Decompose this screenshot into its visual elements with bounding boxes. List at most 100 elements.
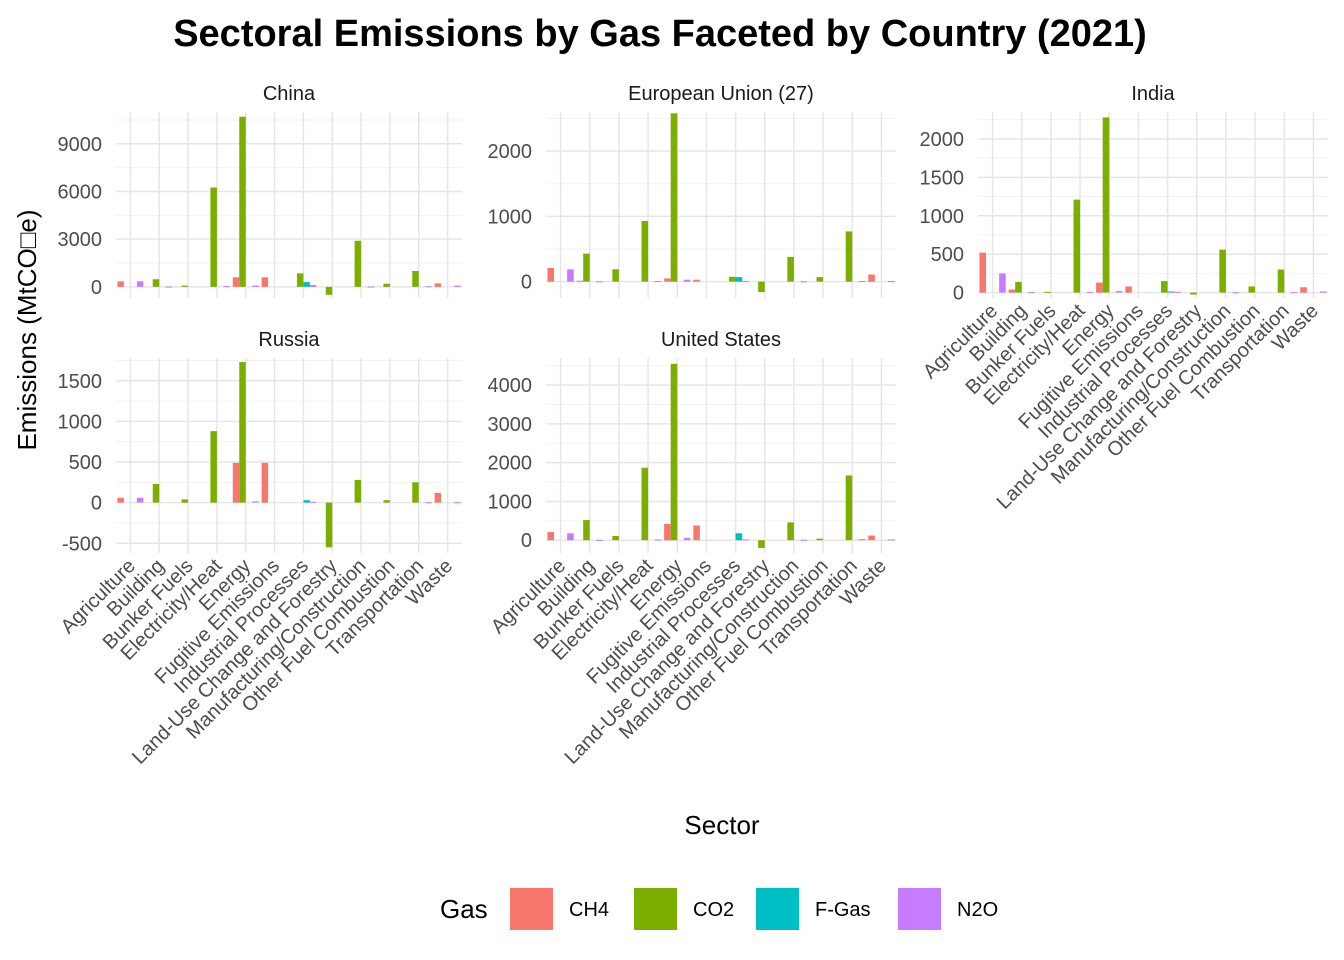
bar-european-union-27-building-n2o bbox=[596, 281, 603, 283]
y-tick-label: 2000 bbox=[488, 453, 533, 475]
bar-united-states-industrial-processes-n2o bbox=[742, 539, 749, 541]
bar-india-energy-n2o bbox=[1115, 291, 1123, 293]
x-axis-title: Sector bbox=[684, 810, 759, 840]
bar-european-union-27-industrial-processes-co2 bbox=[729, 276, 736, 282]
y-tick-label: 6000 bbox=[58, 181, 103, 203]
legend-swatch bbox=[510, 888, 553, 930]
bar-european-union-27-electricity-heat-n2o bbox=[654, 281, 662, 283]
bar-india-agriculture-ch4 bbox=[979, 252, 987, 293]
legend-item-co2: CO2 bbox=[634, 888, 734, 930]
bar-india-energy-co2 bbox=[1102, 117, 1110, 293]
bar-india-electricity-heat-n2o bbox=[1086, 291, 1094, 293]
legend-item-f-gas: F-Gas bbox=[756, 888, 871, 930]
bar-russia-fugitive-emissions-ch4 bbox=[261, 462, 269, 503]
bar-india-building-n2o bbox=[1028, 292, 1035, 294]
bar-india-waste-n2o bbox=[1319, 291, 1327, 293]
bar-russia-other-fuel-combustion-co2 bbox=[383, 500, 390, 503]
y-tick-label: 1000 bbox=[920, 206, 965, 228]
bar-united-states-manufacturing-construction-n2o bbox=[800, 539, 808, 541]
y-tick-label: 500 bbox=[69, 452, 102, 474]
bar-china-land-use-change-and-forestry-co2 bbox=[325, 286, 333, 295]
bar-united-states-electricity-heat-n2o bbox=[654, 539, 662, 541]
bar-china-building-n2o bbox=[165, 286, 173, 288]
bar-india-other-fuel-combustion-co2 bbox=[1248, 286, 1256, 293]
bar-china-manufacturing-construction-n2o bbox=[367, 286, 375, 288]
bar-russia-manufacturing-construction-co2 bbox=[354, 479, 362, 503]
bar-china-industrial-processes-f-gas bbox=[303, 282, 310, 287]
y-tick-label: 4000 bbox=[488, 375, 533, 397]
bar-united-states-energy-co2 bbox=[670, 363, 678, 541]
legend-item-n2o: N2O bbox=[898, 888, 998, 930]
bar-china-electricity-heat-co2 bbox=[210, 187, 217, 287]
bar-china-transportation-n2o bbox=[425, 286, 432, 288]
bar-united-states-waste-n2o bbox=[887, 539, 895, 541]
bar-china-transportation-co2 bbox=[412, 270, 419, 287]
bar-india-building-co2 bbox=[1015, 281, 1022, 293]
bar-united-states-industrial-processes-f-gas bbox=[735, 533, 743, 541]
bar-india-waste-ch4 bbox=[1300, 287, 1307, 293]
y-tick-label: 1500 bbox=[920, 167, 965, 189]
bar-united-states-energy-n2o bbox=[683, 537, 691, 541]
bar-china-bunker-fuels-co2 bbox=[181, 285, 189, 287]
bar-russia-industrial-processes-f-gas bbox=[303, 500, 310, 503]
bar-russia-electricity-heat-co2 bbox=[210, 431, 217, 503]
bar-united-states-other-fuel-combustion-co2 bbox=[816, 538, 824, 541]
bar-india-agriculture-n2o bbox=[999, 273, 1006, 293]
bar-united-states-energy-ch4 bbox=[664, 523, 671, 541]
bar-india-manufacturing-construction-co2 bbox=[1219, 249, 1226, 293]
bar-european-union-27-transportation-co2 bbox=[845, 231, 853, 282]
chart-title: Sectoral Emissions by Gas Faceted by Cou… bbox=[173, 13, 1147, 55]
bar-china-waste-ch4 bbox=[434, 283, 442, 287]
bar-united-states-transportation-co2 bbox=[845, 475, 853, 541]
bar-european-union-27-building-ch4 bbox=[576, 280, 584, 282]
bar-european-union-27-energy-n2o bbox=[683, 279, 691, 282]
legend-title: Gas bbox=[440, 894, 488, 924]
bar-european-union-27-agriculture-ch4 bbox=[547, 267, 555, 282]
bar-european-union-27-waste-n2o bbox=[887, 281, 895, 283]
bar-china-energy-n2o bbox=[252, 285, 259, 287]
bar-india-transportation-n2o bbox=[1290, 292, 1298, 294]
bar-india-electricity-heat-co2 bbox=[1073, 199, 1081, 293]
y-tick-label: -500 bbox=[62, 533, 102, 555]
bar-european-union-27-electricity-heat-co2 bbox=[641, 220, 649, 282]
y-tick-label: 1000 bbox=[58, 411, 103, 433]
legend-swatch bbox=[898, 888, 941, 930]
panel-china: 0 3000 6000 9000 China bbox=[58, 83, 462, 299]
bar-russia-transportation-co2 bbox=[412, 482, 419, 503]
facet-panels: 0 3000 6000 9000 China 0 1000 2000 European Unio… bbox=[57, 83, 1328, 769]
legend-swatch bbox=[756, 888, 799, 930]
bar-india-industrial-processes-f-gas bbox=[1167, 291, 1175, 293]
bar-china-electricity-heat-n2o bbox=[223, 286, 230, 288]
legend-label: F-Gas bbox=[815, 899, 871, 921]
bar-european-union-27-manufacturing-construction-n2o bbox=[800, 281, 808, 283]
facet-label: European Union (27) bbox=[628, 83, 814, 105]
bar-european-union-27-waste-ch4 bbox=[868, 274, 875, 282]
bar-india-manufacturing-construction-n2o bbox=[1232, 292, 1240, 294]
bar-european-union-27-industrial-processes-n2o bbox=[742, 281, 749, 283]
bar-india-energy-ch4 bbox=[1096, 282, 1103, 293]
bar-european-union-27-transportation-n2o bbox=[858, 281, 866, 283]
bar-european-union-27-industrial-processes-f-gas bbox=[735, 277, 743, 282]
bar-united-states-agriculture-ch4 bbox=[547, 532, 555, 541]
bar-china-agriculture-ch4 bbox=[117, 281, 124, 287]
bar-russia-industrial-processes-n2o bbox=[309, 501, 317, 503]
bar-china-industrial-processes-co2 bbox=[296, 273, 304, 287]
bar-russia-building-co2 bbox=[152, 483, 160, 503]
bar-china-other-fuel-combustion-co2 bbox=[383, 283, 390, 287]
bar-china-fugitive-emissions-ch4 bbox=[261, 277, 269, 287]
bar-china-waste-n2o bbox=[454, 285, 461, 287]
bar-russia-energy-n2o bbox=[252, 501, 259, 503]
bar-russia-bunker-fuels-co2 bbox=[181, 499, 189, 503]
bar-china-agriculture-n2o bbox=[136, 281, 144, 287]
y-tick-label: 2000 bbox=[920, 129, 965, 151]
bar-united-states-waste-ch4 bbox=[868, 535, 875, 541]
y-tick-label: 1000 bbox=[488, 206, 533, 228]
y-tick-label: 1000 bbox=[488, 491, 533, 513]
bar-european-union-27-land-use-change-and-forestry-co2 bbox=[758, 281, 765, 293]
bar-india-land-use-change-and-forestry-co2 bbox=[1190, 292, 1197, 295]
bar-united-states-bunker-fuels-co2 bbox=[612, 535, 619, 541]
bar-india-building-ch4 bbox=[1008, 289, 1016, 293]
bar-united-states-building-n2o bbox=[596, 539, 603, 541]
y-tick-label: 0 bbox=[91, 277, 102, 299]
facet-label: Russia bbox=[258, 329, 320, 351]
